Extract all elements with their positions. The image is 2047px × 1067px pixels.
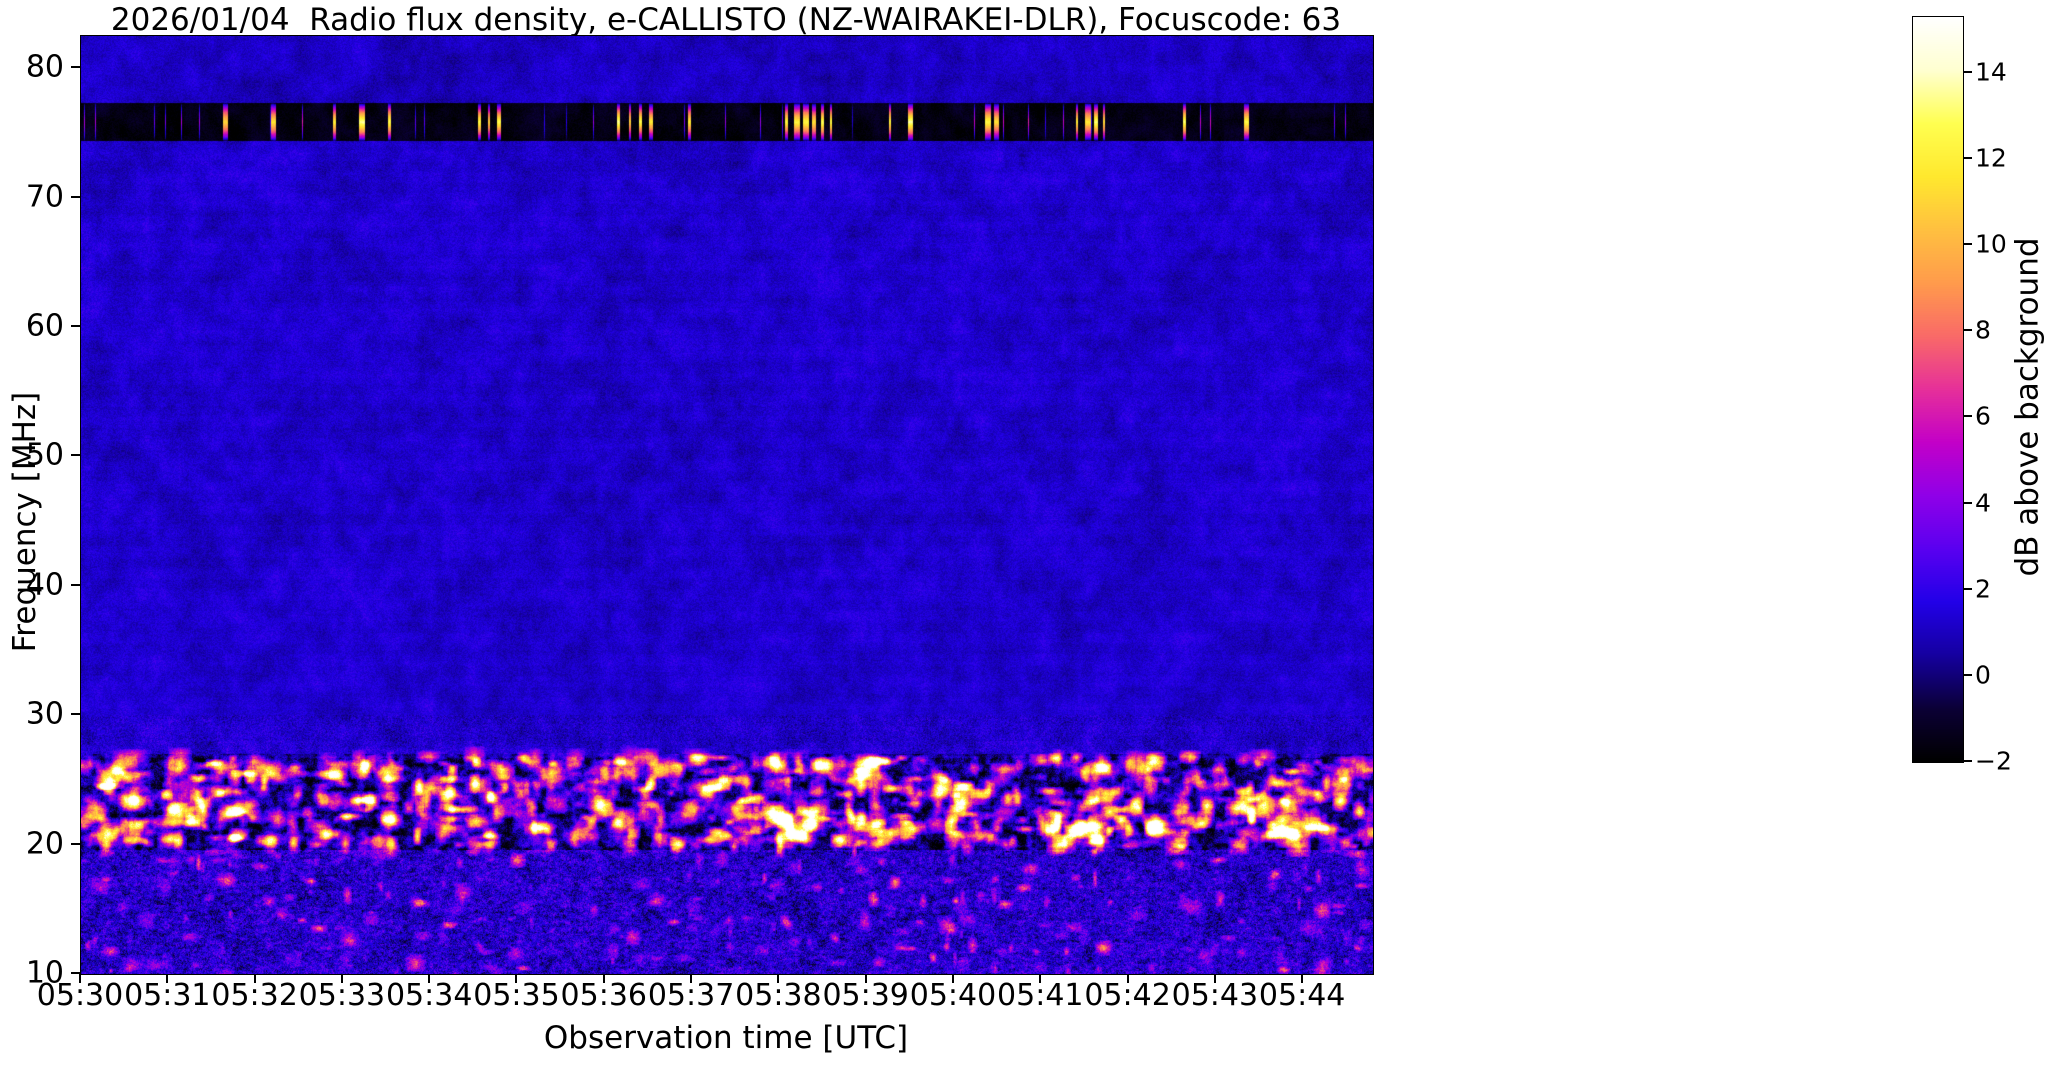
colorbar-tick-mark	[1963, 501, 1972, 504]
colorbar-label: dB above background	[2009, 237, 2046, 577]
colorbar-tick-label: 8	[1975, 315, 1991, 345]
colorbar-tick-label: −2	[1975, 746, 2012, 776]
y-tick-label: 80	[25, 49, 64, 85]
colorbar-axes	[1912, 16, 1964, 763]
x-tick-mark	[602, 974, 605, 983]
colorbar-tick-label: 6	[1975, 401, 1991, 431]
colorbar-tick-mark	[1963, 673, 1972, 676]
colorbar-tick-mark	[1963, 70, 1972, 73]
y-tick-label: 50	[25, 437, 64, 473]
x-tick-mark	[951, 974, 954, 983]
colorbar-tick-mark	[1963, 760, 1972, 762]
spectrogram-image	[81, 36, 1373, 974]
x-tick-label: 05:36	[560, 978, 648, 1013]
x-tick-label: 05:38	[735, 978, 822, 1013]
x-tick-mark	[1301, 974, 1304, 983]
x-tick-mark	[777, 974, 780, 983]
colorbar-tick-label: 4	[1975, 488, 1991, 518]
y-tick-mark	[71, 325, 80, 328]
x-tick-mark	[340, 974, 343, 983]
y-tick-label: 30	[25, 696, 64, 732]
y-tick-mark	[71, 195, 80, 198]
x-tick-mark	[690, 974, 693, 983]
colorbar-tick-label: 14	[1975, 57, 2007, 87]
x-tick-label: 05:37	[647, 978, 735, 1013]
colorbar-tick-mark	[1963, 587, 1972, 590]
x-tick-mark	[864, 974, 867, 983]
x-tick-label: 05:40	[909, 978, 997, 1013]
y-tick-label: 60	[25, 308, 64, 344]
y-tick-mark	[71, 66, 80, 69]
y-tick-label: 10	[25, 955, 64, 991]
colorbar-tick-mark	[1963, 415, 1972, 418]
x-tick-label: 05:39	[822, 978, 909, 1013]
spectrogram-axes	[80, 35, 1374, 975]
colorbar-tick-mark	[1963, 243, 1972, 246]
x-tick-label: 05:41	[997, 978, 1084, 1013]
colorbar-tick-label: 10	[1975, 229, 2007, 259]
x-tick-label: 05:31	[124, 978, 211, 1013]
y-tick-mark	[71, 583, 80, 586]
colorbar-gradient	[1913, 17, 1963, 762]
x-tick-label: 05:32	[211, 978, 298, 1013]
colorbar-tick-label: 0	[1975, 660, 1991, 690]
colorbar-tick-label: 12	[1975, 143, 2007, 173]
x-tick-mark	[1213, 974, 1216, 983]
x-tick-mark	[428, 974, 431, 983]
x-tick-mark	[253, 974, 256, 983]
y-tick-mark	[71, 713, 80, 716]
x-tick-mark	[166, 974, 169, 983]
x-tick-label: 05:34	[385, 978, 473, 1013]
x-tick-mark	[79, 974, 81, 983]
x-tick-label: 05:44	[1258, 978, 1346, 1013]
y-tick-label: 40	[25, 567, 64, 603]
y-tick-mark	[71, 842, 80, 845]
x-tick-label: 05:43	[1171, 978, 1259, 1013]
x-tick-mark	[1039, 974, 1042, 983]
x-tick-label: 05:33	[298, 978, 386, 1013]
y-tick-mark	[71, 454, 80, 457]
colorbar-tick-mark	[1963, 157, 1972, 160]
figure-title: 2026/01/04 Radio flux density, e-CALLIST…	[110, 2, 1342, 38]
y-tick-label: 20	[25, 826, 64, 862]
x-tick-label: 05:42	[1084, 978, 1171, 1013]
x-tick-label: 05:30	[36, 978, 124, 1013]
y-tick-label: 70	[25, 179, 64, 215]
colorbar-tick-mark	[1963, 329, 1972, 332]
x-tick-mark	[1126, 974, 1129, 983]
colorbar-tick-label: 2	[1975, 574, 1991, 604]
x-tick-label: 05:35	[473, 978, 560, 1013]
x-axis-label: Observation time [UTC]	[543, 1020, 909, 1056]
y-tick-mark	[71, 972, 80, 974]
x-tick-mark	[515, 974, 518, 983]
